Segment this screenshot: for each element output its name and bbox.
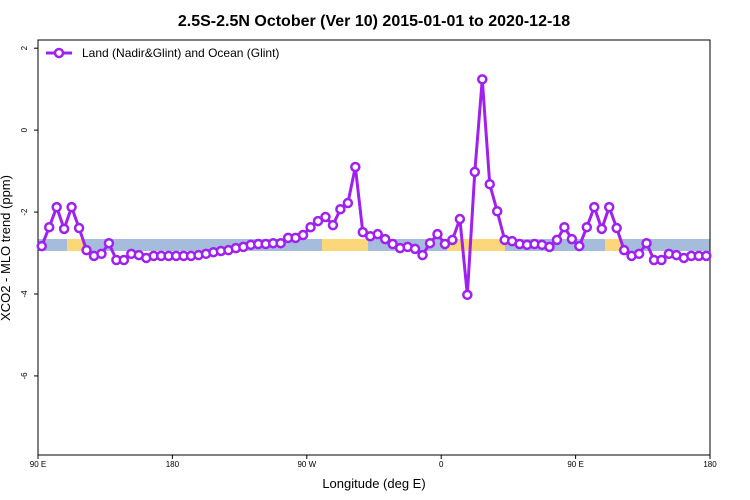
data-point xyxy=(387,238,398,250)
data-point xyxy=(275,237,286,249)
land-band xyxy=(322,239,368,251)
data-point xyxy=(357,226,369,238)
data-point xyxy=(36,240,47,252)
chart-title: 2.5S-2.5N October (Ver 10) 2015-01-01 to… xyxy=(178,13,570,30)
data-point xyxy=(439,238,451,250)
data-point xyxy=(589,201,600,213)
data-point xyxy=(297,229,309,241)
data-point xyxy=(484,178,495,190)
data-point xyxy=(574,240,585,252)
x-tick-label: 90 W xyxy=(297,460,316,469)
data-point xyxy=(477,74,488,85)
data-point xyxy=(327,219,339,231)
data-point xyxy=(611,222,622,234)
data-point xyxy=(103,237,115,249)
data-point xyxy=(551,234,563,246)
y-axis-label: XCO2 - MLO trend (ppm) xyxy=(0,175,13,321)
x-axis-label: Longitude (deg E) xyxy=(322,476,425,491)
legend-marker xyxy=(53,47,65,59)
x-tick-label: 0 xyxy=(439,460,444,469)
data-point xyxy=(96,248,107,260)
x-tick-label: 180 xyxy=(703,460,717,469)
y-tick-label: 0 xyxy=(20,127,29,132)
data-point xyxy=(81,244,92,256)
land-ocean-band xyxy=(38,239,710,251)
data-point xyxy=(566,233,578,245)
data-point xyxy=(447,234,458,246)
data-point xyxy=(544,241,555,253)
series-line xyxy=(40,77,707,297)
data-point xyxy=(118,254,130,266)
land-band xyxy=(605,239,621,251)
y-tick-label: 2 xyxy=(20,45,29,50)
data-point xyxy=(581,221,593,233)
data-point xyxy=(350,161,361,173)
y-tick-label: -4 xyxy=(20,290,29,298)
x-tick-label: 90 E xyxy=(30,460,46,469)
y-tick-label: -2 xyxy=(20,208,29,216)
data-point xyxy=(701,250,712,262)
land-band xyxy=(67,239,83,251)
data-point xyxy=(305,221,316,233)
x-tick-label: 180 xyxy=(166,460,180,469)
data-point xyxy=(454,213,466,225)
data-point xyxy=(51,201,62,213)
data-point xyxy=(462,289,473,301)
data-point xyxy=(342,197,354,209)
data-point xyxy=(469,166,481,178)
x-tick-label: 90 E xyxy=(567,460,583,469)
data-point xyxy=(656,254,667,266)
data-point xyxy=(335,203,346,215)
data-point xyxy=(66,201,77,213)
data-point xyxy=(320,211,331,223)
data-point xyxy=(432,228,443,240)
data-point xyxy=(633,248,645,260)
data-point xyxy=(596,223,607,235)
data-point xyxy=(603,201,615,213)
data-point xyxy=(424,237,436,249)
data-point xyxy=(491,205,503,217)
data-point xyxy=(641,237,652,249)
data-point xyxy=(559,221,570,233)
data-point xyxy=(58,223,70,235)
series xyxy=(36,74,712,301)
data-point xyxy=(379,233,391,245)
legend-label: Land (Nadir&Glint) and Ocean (Glint) xyxy=(82,46,279,60)
y-tick-label: -6 xyxy=(20,372,29,380)
data-point xyxy=(372,228,383,240)
data-point xyxy=(73,222,85,234)
data-point xyxy=(409,243,421,255)
data-point xyxy=(618,244,630,256)
data-point xyxy=(312,215,324,227)
data-point xyxy=(43,221,55,233)
data-point xyxy=(417,249,428,261)
